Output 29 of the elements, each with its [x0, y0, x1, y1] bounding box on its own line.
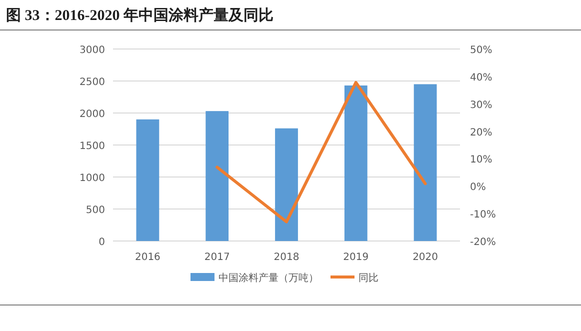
- y-tick-label: 2000: [80, 109, 105, 120]
- y-tick-label: 1000: [80, 173, 105, 184]
- bar: [206, 111, 229, 241]
- chart-title: 图 33：2016-2020 年中国涂料产量及同比: [6, 7, 274, 24]
- bar: [136, 119, 160, 241]
- legend-label: 中国涂料产量（万吨）: [218, 272, 318, 284]
- x-tick-label: 2018: [274, 252, 300, 263]
- bar: [344, 85, 368, 241]
- y2-tick-label: -20%: [470, 237, 496, 248]
- x-tick-label: 2017: [204, 252, 230, 263]
- x-tick-label: 2016: [134, 252, 160, 263]
- y2-tick-label: -10%: [470, 210, 496, 221]
- x-tick-label: 2020: [412, 252, 438, 263]
- legend-label: 同比: [358, 272, 378, 284]
- y2-tick-label: 20%: [470, 127, 492, 138]
- x-tick-label: 2019: [343, 252, 369, 263]
- y2-tick-label: 50%: [470, 45, 492, 56]
- y-tick-label: 3000: [80, 45, 105, 56]
- y2-tick-label: 30%: [470, 100, 492, 111]
- y-tick-label: 2500: [80, 77, 105, 88]
- bar: [275, 128, 298, 241]
- y-tick-label: 500: [86, 205, 105, 216]
- y-tick-label: 0: [98, 237, 105, 248]
- y2-tick-label: 0%: [470, 182, 486, 194]
- line-series: [216, 80, 427, 224]
- y2-tick-label: 40%: [470, 72, 492, 84]
- bar: [414, 84, 437, 241]
- y-tick-label: 1500: [80, 141, 105, 152]
- y2-tick-label: 10%: [470, 154, 492, 166]
